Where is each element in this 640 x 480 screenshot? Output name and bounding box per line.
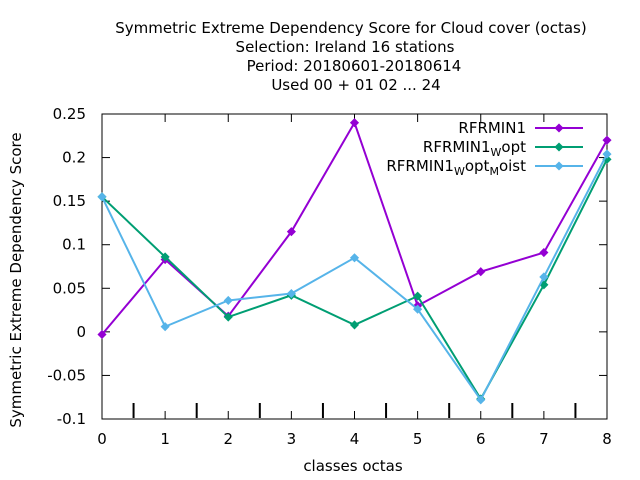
data-point [602,135,612,145]
data-point [97,192,107,202]
data-point [539,280,549,290]
class-ticks [132,403,577,418]
legend-label-part: M [489,165,499,178]
data-point [160,322,170,332]
data-point [160,252,170,262]
data-point [223,295,233,306]
y-tick-label: 0.05 [53,279,86,297]
x-tick-label: 0 [97,430,107,448]
x-tick-label: 7 [539,430,549,448]
series-0 [97,118,612,340]
legend-label-part: W [454,165,465,178]
legend-marker [554,123,564,133]
data-point [223,312,233,322]
chart-title: Symmetric Extreme Dependency Score for C… [115,19,586,94]
y-tick-label: -0.05 [47,366,86,384]
title-line-1: Symmetric Extreme Dependency Score for C… [115,19,586,37]
legend-marker [554,161,564,171]
legend-marker [554,142,564,152]
y-tick-label: 0.25 [53,105,86,123]
y-tick-label: 0.15 [53,192,86,210]
title-line-2: Selection: Ireland 16 stations [236,38,455,56]
title-line-4: Used 00 + 01 02 ... 24 [271,76,440,94]
x-tick-label: 4 [350,430,360,448]
legend-label-part: opt [465,157,490,175]
legend-label-part: oist [499,157,526,175]
plot-frame [101,113,608,420]
x-tick-label: 8 [602,430,612,448]
series-2 [97,149,612,405]
data-point [602,149,612,159]
data-point [97,329,107,340]
y-axis-label: Symmetric Extreme Dependency Score [7,132,25,427]
data-point [539,247,549,258]
data-point [349,253,360,263]
legend-label-part: W [491,146,502,159]
legend-label-part: RFRMIN1 [386,157,454,175]
data-point [349,118,360,128]
x-axis-label: classes octas [303,457,403,475]
x-tick-label: 2 [223,430,233,448]
x-tick-label: 3 [287,430,297,448]
data-point [476,267,486,277]
series-line [101,158,608,401]
data-point [349,320,360,330]
legend-label: RFRMIN1Wopt [423,138,526,159]
legend-label: RFRMIN1 [458,119,526,137]
data-point [286,227,296,237]
data-point [539,272,549,282]
y-tick-label: 0.1 [62,236,86,254]
series-1 [97,154,612,404]
legend-label-part: RFRMIN1 [458,119,526,137]
y-tick-label: 0 [76,323,86,341]
data-point [413,291,423,301]
legend-label-part: RFRMIN1 [423,138,491,156]
series-line [101,153,608,402]
legend-label-part: opt [501,138,526,156]
x-tick-label: 1 [160,430,170,448]
data-point [413,304,423,314]
tick-labels: -0.1 -0.05 0 0.05 0.1 0.15 0.2 0.25 0 1 2 3 4 5 6 7 8 [47,105,612,448]
x-tick-label: 5 [413,430,423,448]
x-tick-label: 6 [476,430,486,448]
legend-label: RFRMIN1WoptMoist [386,157,526,178]
data-point [476,395,486,405]
series-layer [97,118,612,405]
y-tick-label: 0.2 [62,149,86,167]
title-line-3: Period: 20180601-20180614 [247,57,462,75]
axis-ticks [101,113,608,420]
y-tick-label: -0.1 [57,410,86,428]
data-point [286,288,296,299]
